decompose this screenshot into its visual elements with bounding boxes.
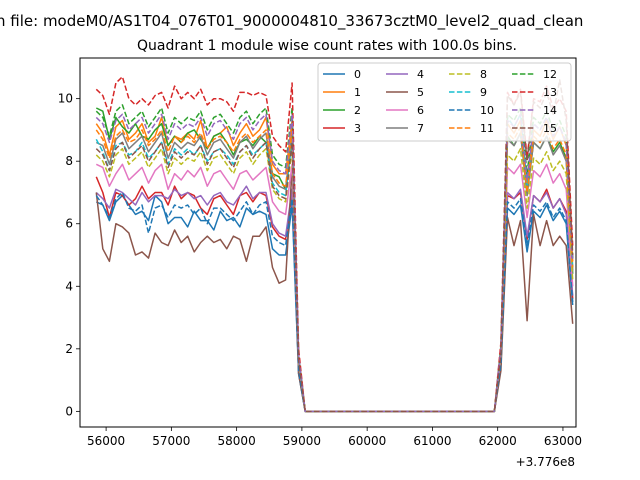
- legend-label-14: 14: [543, 104, 557, 117]
- legend-label-2: 2: [354, 104, 361, 117]
- legend-label-9: 9: [480, 86, 487, 99]
- x-tick-label: 58000: [218, 434, 256, 448]
- y-tick-label: 4: [65, 279, 73, 293]
- legend-box: [317, 62, 572, 142]
- y-axis: 0 2 4 6 8 10: [58, 92, 80, 418]
- plot-area: [79, 57, 577, 428]
- legend-label-11: 11: [480, 122, 494, 135]
- x-tick-label: 60000: [348, 434, 386, 448]
- legend-label-5: 5: [417, 86, 424, 99]
- legend-label-10: 10: [480, 104, 494, 117]
- series-line-15: [95, 79, 574, 413]
- series-line-3: [95, 176, 574, 413]
- y-tick-label: 2: [65, 342, 73, 356]
- y-tick-label: 8: [65, 154, 73, 168]
- x-tick-label: 59000: [283, 434, 321, 448]
- legend-label-15: 15: [543, 122, 557, 135]
- legend-label-3: 3: [354, 122, 361, 135]
- series-line-12: [95, 104, 574, 413]
- y-tick-label: 10: [58, 92, 73, 106]
- series-line-6: [95, 163, 574, 413]
- legend-label-6: 6: [417, 104, 424, 117]
- y-tick-label: 6: [65, 217, 73, 231]
- x-axis: 56000 57000 58000 59000 60000 61000 62000 63000: [87, 427, 582, 448]
- legend-label-0: 0: [354, 68, 361, 81]
- x-offset-label: +3.776e8: [516, 455, 575, 469]
- legend-label-13: 13: [543, 86, 557, 99]
- legend-label-12: 12: [543, 68, 557, 81]
- figure-suptitle: n file: modeM0/AS1T04_076T01_9000004810_…: [0, 12, 583, 31]
- legend-label-7: 7: [417, 122, 424, 135]
- legend-label-4: 4: [417, 68, 424, 81]
- x-tick-label: 57000: [152, 434, 190, 448]
- y-tick-label: 0: [65, 404, 73, 418]
- legend-label-1: 1: [354, 86, 361, 99]
- x-tick-label: 63000: [544, 434, 582, 448]
- x-tick-label: 61000: [413, 434, 451, 448]
- x-tick-label: 56000: [87, 434, 125, 448]
- chart-title: Quadrant 1 module wise count rates with …: [137, 38, 517, 54]
- series-layer: [95, 76, 574, 413]
- axes-frame: [79, 57, 577, 428]
- x-tick-label: 62000: [479, 434, 517, 448]
- legend-label-8: 8: [480, 68, 487, 81]
